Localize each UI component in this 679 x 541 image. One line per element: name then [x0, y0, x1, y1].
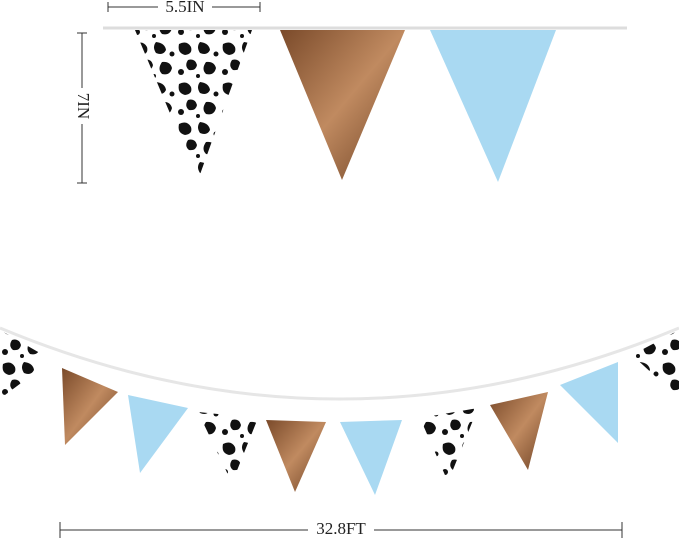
pennant-blue: [128, 395, 188, 473]
pennant-cow: [135, 30, 252, 180]
height-label: 7IN: [74, 93, 93, 119]
pennant-blue: [340, 420, 402, 495]
pennant-blue: [430, 30, 556, 182]
pennant-cow: [0, 330, 52, 395]
pennant-cow: [632, 330, 679, 398]
string: [0, 326, 679, 401]
label-bg: [308, 520, 374, 540]
pennant-cow: [198, 412, 258, 483]
width-label: 5.5IN: [165, 0, 204, 16]
pennant-brown: [280, 30, 405, 180]
pennant-brown: [62, 368, 118, 445]
label-bg: [158, 0, 212, 16]
pennant-brown: [490, 392, 548, 470]
length-label: 32.8FT: [316, 519, 366, 538]
label-bg: [74, 88, 90, 124]
pennant-brown: [266, 420, 326, 492]
pennant-cow: [420, 408, 478, 482]
pennant-blue: [560, 362, 618, 443]
